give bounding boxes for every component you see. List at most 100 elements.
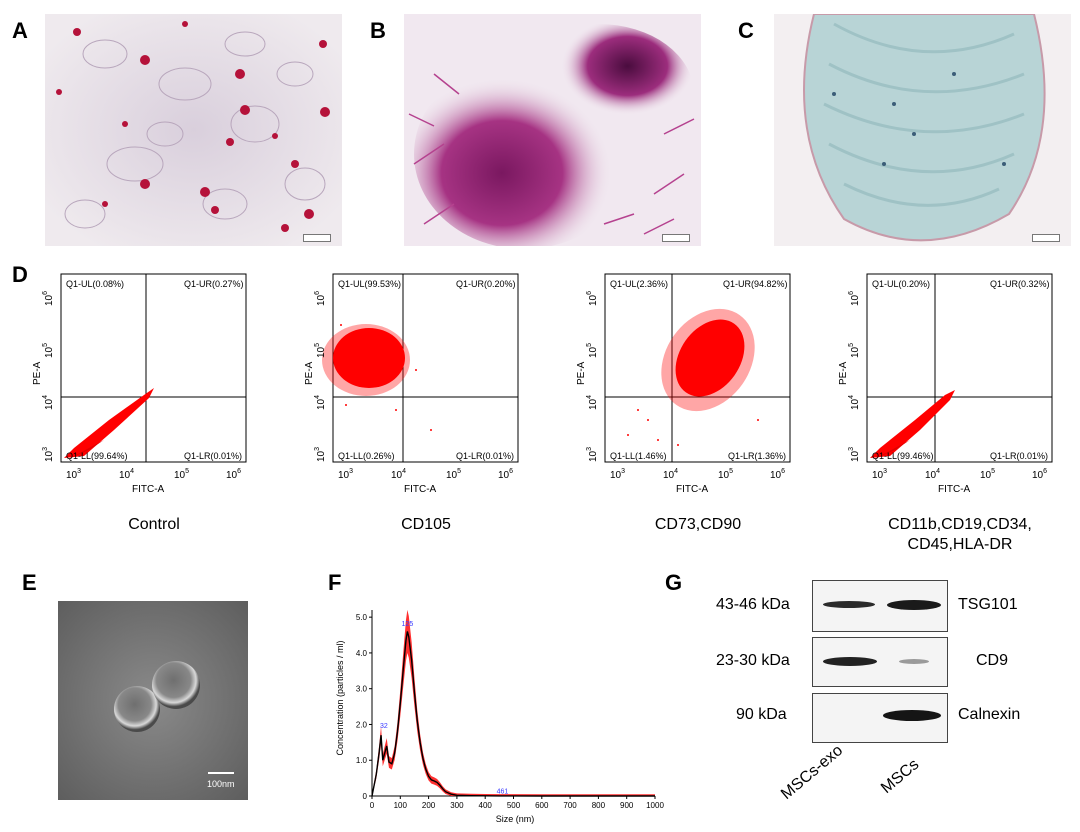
y-tick-exp: 5 — [848, 343, 855, 347]
nta-x-axis-label: Size (nm) — [496, 814, 535, 824]
quadrant-ul-label: Q1-UL(0.20%) — [872, 279, 930, 289]
nta-y-tick-label: 4.0 — [356, 649, 368, 658]
x-tick-exp: 4 — [674, 468, 678, 475]
svg-text:106: 106 — [1032, 468, 1047, 481]
y-tick-exp: 5 — [42, 343, 49, 347]
micrograph-b-image — [404, 14, 701, 246]
x-tick-exp: 6 — [509, 468, 513, 475]
svg-text:103: 103 — [338, 468, 353, 481]
flow-plot-control: Q1-UL(0.08%) Q1-UR(0.27%) Q1-LL(99.64%) … — [14, 270, 264, 550]
nta-x-tick-label: 200 — [422, 801, 436, 810]
y-tick-exp: 4 — [586, 395, 593, 399]
y-tick-exp: 3 — [586, 447, 593, 451]
quadrant-ll-label: Q1-LL(99.46%) — [872, 451, 934, 461]
y-tick-label: 10 — [316, 450, 327, 462]
x-axis-label: FITC-A — [404, 484, 437, 495]
x-axis-label: FITC-A — [132, 484, 165, 495]
svg-text:103: 103 — [42, 447, 55, 462]
flow-plot-svg: Q1-UL(0.08%) Q1-UR(0.27%) Q1-LL(99.64%) … — [32, 273, 247, 495]
flow-caption: CD73,CD90 — [654, 516, 742, 533]
x-tick-exp: 3 — [77, 468, 81, 475]
nta-x-tick-label: 600 — [535, 801, 549, 810]
wb-blot-tsg101 — [812, 580, 948, 632]
y-tick-exp: 5 — [314, 343, 321, 347]
wb-kda-label-2: 23-30 kDa — [716, 652, 790, 669]
wb-protein-label-1: TSG101 — [958, 596, 1018, 613]
wb-protein-label-2: CD9 — [976, 652, 1009, 669]
quadrant-lr-label: Q1-LR(0.01%) — [184, 451, 242, 461]
nta-error-band — [372, 609, 655, 796]
x-tick-exp: 6 — [237, 468, 241, 475]
svg-text:104: 104 — [848, 395, 861, 410]
micrograph-a-image — [45, 14, 342, 246]
x-tick-label: 10 — [66, 470, 78, 481]
nta-x-tick-label: 1000 — [646, 801, 664, 810]
y-tick-exp: 3 — [848, 447, 855, 451]
flow-plot-svg: Q1-UL(0.20%) Q1-UR(0.32%) Q1-LL(99.46%) … — [838, 273, 1053, 495]
nta-peak-label: 125 — [402, 621, 414, 628]
svg-text:106: 106 — [226, 468, 241, 481]
svg-text:104: 104 — [119, 468, 134, 481]
wb-kda-label-3: 90 kDa — [736, 706, 787, 723]
x-tick-label: 10 — [718, 470, 730, 481]
svg-text:104: 104 — [42, 395, 55, 410]
nta-x-tick-label: 400 — [479, 801, 493, 810]
panel-label-f: F — [328, 570, 342, 595]
tem-scale-label: 100nm — [207, 779, 235, 789]
wb-band — [899, 659, 929, 664]
x-tick-exp: 3 — [349, 468, 353, 475]
y-tick-labels: 103 104 105 106 — [314, 291, 327, 462]
y-tick-label: 10 — [850, 398, 861, 410]
y-tick-label: 10 — [850, 294, 861, 306]
x-tick-exp: 5 — [457, 468, 461, 475]
svg-text:105: 105 — [586, 343, 599, 358]
y-axis-label: PE-A — [838, 361, 849, 385]
svg-text:106: 106 — [42, 291, 55, 306]
y-tick-exp: 3 — [314, 447, 321, 451]
flow-plot-svg: Q1-UL(99.53%) Q1-UR(0.20%) Q1-LL(0.26%) … — [304, 273, 519, 495]
quadrant-ll-label: Q1-LL(99.64%) — [66, 451, 128, 461]
flow-caption-line1: CD11b,CD19,CD34, — [888, 516, 1032, 533]
x-tick-label: 10 — [872, 470, 884, 481]
nta-x-tick-label: 300 — [450, 801, 464, 810]
quadrant-ul-label: Q1-UL(0.08%) — [66, 279, 124, 289]
svg-text:104: 104 — [314, 395, 327, 410]
x-tick-label: 10 — [119, 470, 131, 481]
panel-label-g: G — [665, 570, 683, 595]
x-tick-label: 10 — [663, 470, 675, 481]
x-axis-label: FITC-A — [676, 484, 709, 495]
panel-label-e: E — [22, 570, 37, 595]
flow-plot-cd73-cd90: Q1-UL(2.36%) Q1-UR(94.82%) Q1-LL(1.46%) … — [558, 270, 808, 550]
y-tick-label: 10 — [588, 346, 599, 358]
y-tick-labels: 103 104 105 106 — [848, 291, 861, 462]
x-tick-label: 10 — [980, 470, 992, 481]
scale-bar-c — [1032, 234, 1060, 242]
y-tick-label: 10 — [316, 398, 327, 410]
y-tick-exp: 3 — [42, 447, 49, 451]
wb-blot-cd9 — [812, 637, 948, 687]
wb-band — [823, 601, 875, 608]
tem-image-svg: 100nm — [58, 601, 248, 800]
y-tick-label: 10 — [588, 294, 599, 306]
nta-y-tick-label: 1.0 — [356, 756, 368, 765]
svg-text:103: 103 — [848, 447, 861, 462]
y-tick-label: 10 — [44, 294, 55, 306]
wb-protein-label-3: Calnexin — [958, 706, 1021, 723]
quadrant-ur-label: Q1-UR(0.32%) — [990, 279, 1050, 289]
nta-x-tick-label: 800 — [592, 801, 606, 810]
x-tick-label: 10 — [446, 470, 458, 481]
y-tick-label: 10 — [44, 346, 55, 358]
svg-text:103: 103 — [586, 447, 599, 462]
wb-band — [823, 657, 877, 666]
quadrant-ur-label: Q1-UR(0.27%) — [184, 279, 244, 289]
quadrant-ll-label: Q1-LL(0.26%) — [338, 451, 395, 461]
x-tick-labels: 103 104 105 106 — [610, 468, 785, 481]
y-tick-label: 10 — [850, 450, 861, 462]
y-axis-label: PE-A — [576, 361, 587, 385]
nta-y-tick-label: 2.0 — [356, 720, 368, 729]
x-tick-exp: 6 — [1043, 468, 1047, 475]
svg-text:103: 103 — [872, 468, 887, 481]
y-tick-labels: 103 104 105 106 — [42, 291, 55, 462]
y-tick-exp: 6 — [586, 291, 593, 295]
x-tick-label: 10 — [174, 470, 186, 481]
